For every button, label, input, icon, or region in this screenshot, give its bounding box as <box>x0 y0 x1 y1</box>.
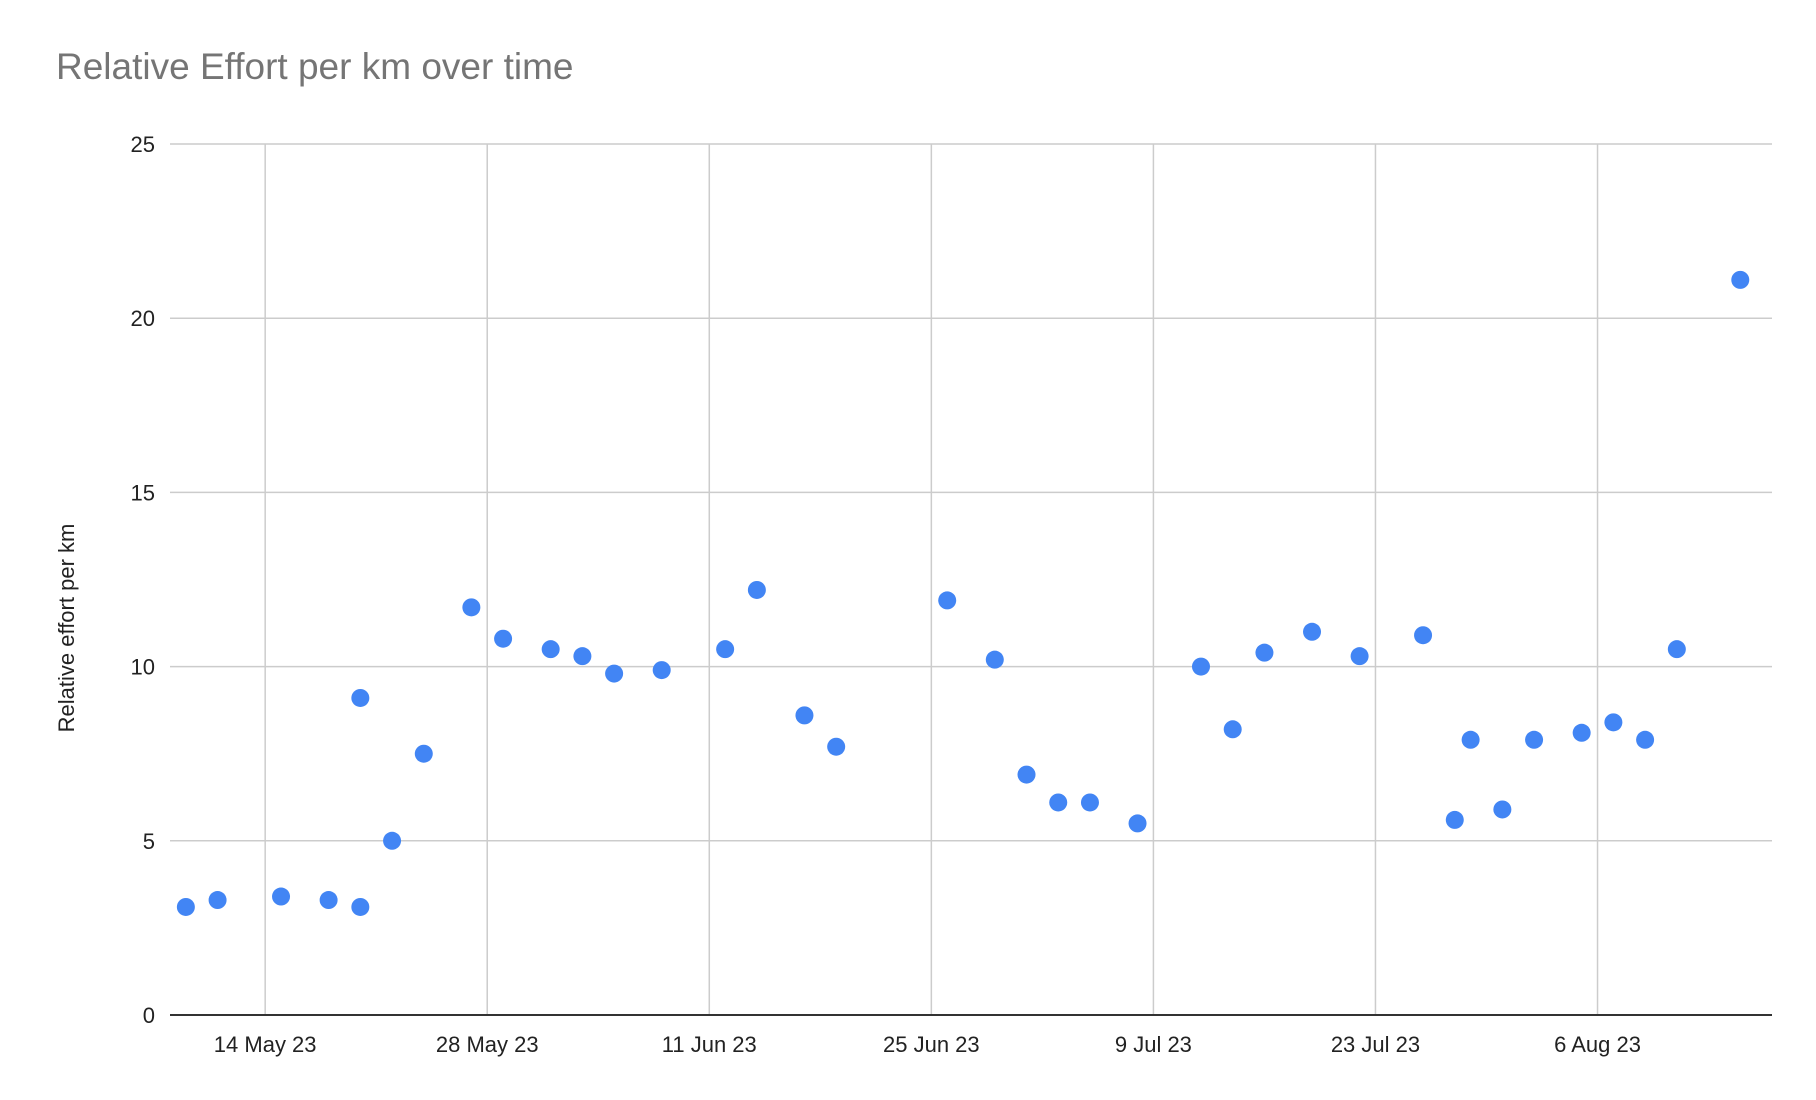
y-tick-label: 20 <box>131 306 155 331</box>
data-point <box>1191 657 1210 676</box>
data-point <box>573 647 592 666</box>
data-point <box>541 640 560 659</box>
chart-title: Relative Effort per km over time <box>56 46 574 87</box>
data-point <box>1572 723 1591 742</box>
x-tick-label: 11 Jun 23 <box>662 1032 757 1057</box>
data-point <box>605 664 624 683</box>
data-point <box>652 661 671 680</box>
x-tick-label: 28 May 23 <box>436 1032 539 1057</box>
data-point <box>938 591 957 610</box>
data-point <box>985 650 1004 669</box>
data-point <box>1017 765 1036 784</box>
data-point <box>272 887 291 906</box>
data-point <box>795 706 814 725</box>
data-point <box>414 744 433 763</box>
data-point <box>208 891 227 910</box>
data-point <box>351 897 370 916</box>
data-point <box>383 831 402 850</box>
data-point <box>494 629 513 648</box>
y-tick-label: 25 <box>131 132 155 157</box>
data-point <box>1350 647 1369 666</box>
y-tick-label: 15 <box>131 480 155 505</box>
x-tick-label: 25 Jun 23 <box>883 1032 980 1057</box>
data-point <box>1414 626 1433 645</box>
data-point <box>1223 720 1242 739</box>
data-point <box>1303 622 1322 641</box>
data-point <box>1049 793 1068 812</box>
data-point <box>1445 810 1464 829</box>
data-point <box>1667 640 1686 659</box>
y-tick-label: 5 <box>143 829 155 854</box>
data-point <box>827 737 846 756</box>
data-point <box>1636 730 1655 749</box>
data-point <box>1255 643 1274 662</box>
data-point <box>1493 800 1512 819</box>
x-tick-label: 23 Jul 23 <box>1331 1032 1420 1057</box>
data-point <box>1731 270 1750 289</box>
data-point <box>351 688 370 707</box>
data-point <box>1461 730 1480 749</box>
data-points <box>176 270 1750 916</box>
data-point <box>462 598 481 617</box>
y-tick-label: 0 <box>143 1003 155 1028</box>
grid-lines <box>170 143 1772 1015</box>
x-tick-label: 6 Aug 23 <box>1554 1032 1641 1057</box>
y-axis-label: Relative effort per km <box>54 524 79 733</box>
x-tick-label: 14 May 23 <box>214 1032 317 1057</box>
data-point <box>1604 713 1623 732</box>
data-point <box>716 640 735 659</box>
axes: 0 5 10 15 20 25 14 May 23 28 May 23 11 Jun 23 25 … <box>131 132 1772 1057</box>
data-point <box>176 897 195 916</box>
data-point <box>747 580 766 599</box>
data-point <box>1080 793 1099 812</box>
y-tick-label: 10 <box>131 655 155 680</box>
data-point <box>319 891 338 910</box>
x-tick-label: 9 Jul 23 <box>1115 1032 1192 1057</box>
data-point <box>1128 814 1147 833</box>
data-point <box>1525 730 1544 749</box>
